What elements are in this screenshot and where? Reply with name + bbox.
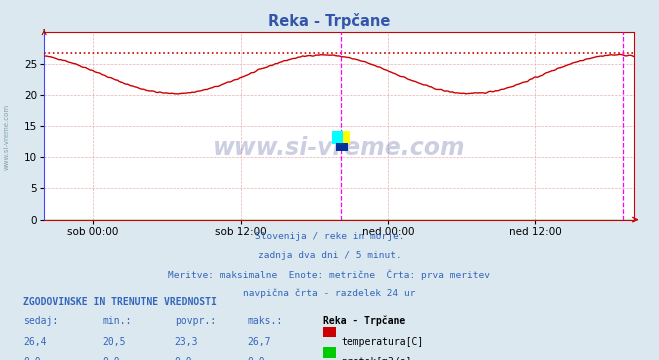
Text: Reka - Trpčane: Reka - Trpčane (268, 13, 391, 28)
Text: Slovenija / reke in morje.: Slovenija / reke in morje. (255, 232, 404, 241)
Text: povpr.:: povpr.: (175, 316, 215, 326)
Text: ZGODOVINSKE IN TRENUTNE VREDNOSTI: ZGODOVINSKE IN TRENUTNE VREDNOSTI (23, 297, 217, 307)
Text: 0,0: 0,0 (247, 357, 265, 360)
Text: zadnja dva dni / 5 minut.: zadnja dva dni / 5 minut. (258, 251, 401, 260)
Text: navpična črta - razdelek 24 ur: navpična črta - razdelek 24 ur (243, 288, 416, 298)
Text: 26,7: 26,7 (247, 337, 271, 347)
Text: 20,5: 20,5 (102, 337, 126, 347)
Text: sedaj:: sedaj: (23, 316, 58, 326)
Text: 26,4: 26,4 (23, 337, 47, 347)
Text: 0,0: 0,0 (23, 357, 41, 360)
Text: 0,0: 0,0 (102, 357, 120, 360)
Bar (335, 143, 349, 150)
Text: www.si-vreme.com: www.si-vreme.com (213, 136, 465, 161)
Text: pretok[m3/s]: pretok[m3/s] (341, 357, 412, 360)
Text: Meritve: maksimalne  Enote: metrične  Črta: prva meritev: Meritve: maksimalne Enote: metrične Črta… (169, 270, 490, 280)
Bar (339, 131, 350, 144)
Text: www.si-vreme.com: www.si-vreme.com (3, 104, 10, 170)
Text: 0,0: 0,0 (175, 357, 192, 360)
Bar (332, 131, 343, 144)
Text: 23,3: 23,3 (175, 337, 198, 347)
Text: min.:: min.: (102, 316, 132, 326)
Text: temperatura[C]: temperatura[C] (341, 337, 424, 347)
Text: Reka - Trpčane: Reka - Trpčane (323, 316, 405, 326)
Text: maks.:: maks.: (247, 316, 282, 326)
